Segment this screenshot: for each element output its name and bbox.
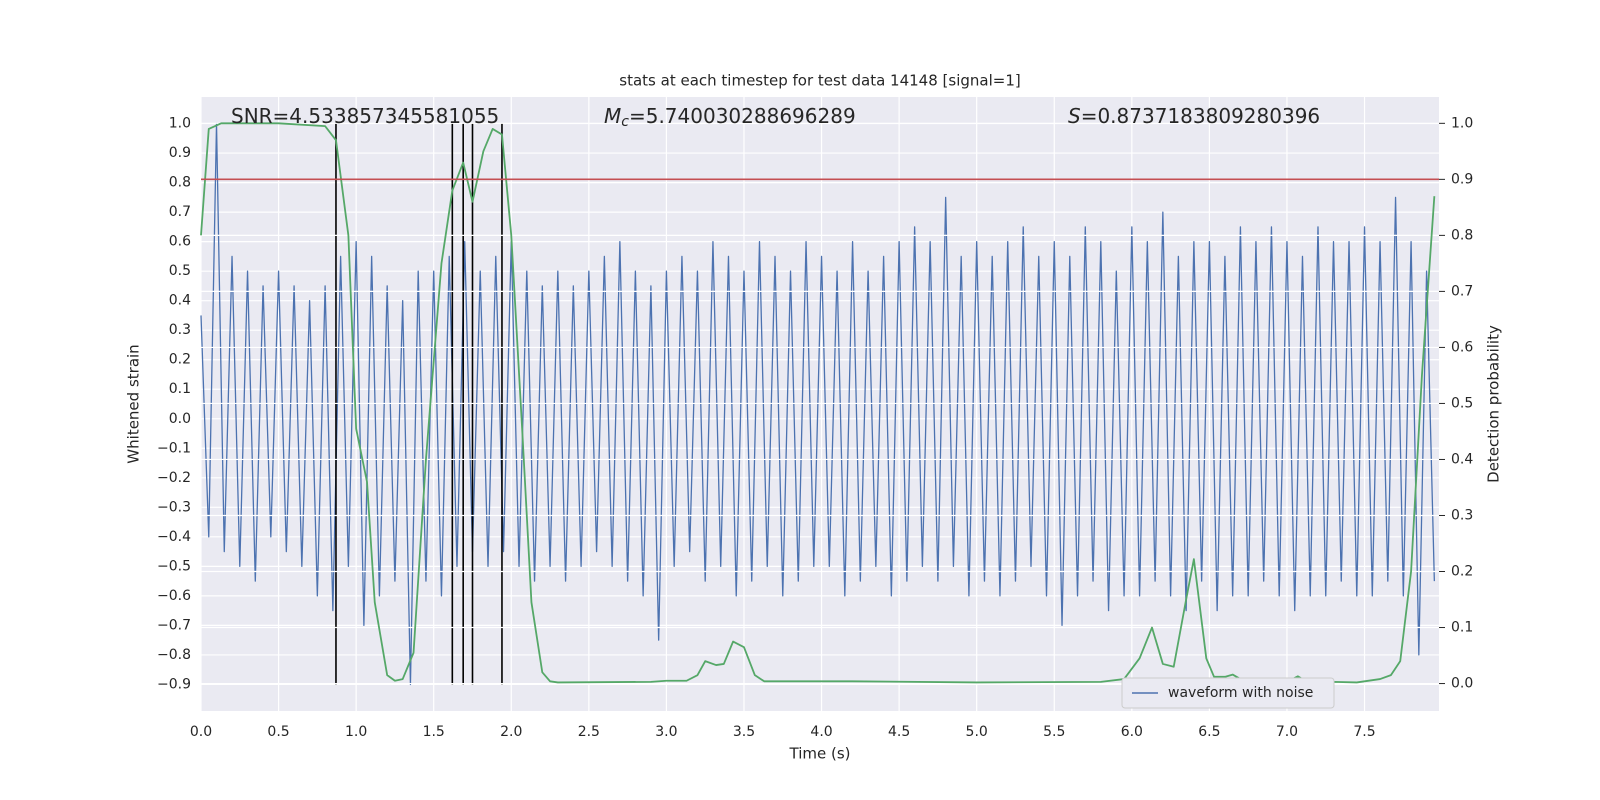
y-tick-label: 0.9	[169, 145, 191, 161]
x-tick-label: 0.0	[190, 724, 212, 740]
x-tick-label: 4.0	[810, 724, 832, 740]
y-tick-label: 0.6	[169, 234, 191, 250]
x-tick-label: 5.0	[966, 724, 988, 740]
y2-tick-label: 0.0	[1451, 676, 1473, 692]
series-line	[200, 122, 1435, 686]
x-tick-label: 6.5	[1198, 724, 1220, 740]
x-tick-label: 2.0	[500, 724, 522, 740]
x-tick-label: 7.0	[1276, 724, 1298, 740]
x-axis-label: Time (s)	[789, 745, 851, 763]
y-tick-label: −0.4	[157, 529, 191, 545]
y2-tick-label: 0.8	[1451, 227, 1473, 243]
x-tick-label: 3.0	[655, 724, 677, 740]
annotation: SNR=4.533857345581055	[231, 104, 499, 128]
y-tick-label: −0.9	[157, 676, 191, 692]
y2-tick-label: 0.6	[1451, 339, 1473, 355]
y2-tick-label: 0.4	[1451, 451, 1473, 467]
y2-tick-label: 0.7	[1451, 283, 1473, 299]
legend-box	[1121, 677, 1335, 709]
x-tick-label: 2.5	[578, 724, 600, 740]
annotation-text: =5.740030288696289	[629, 104, 856, 128]
annotation: Mc=5.740030288696289	[604, 104, 856, 131]
legend-label: waveform with noise	[1168, 685, 1313, 701]
x-tick-label: 6.0	[1121, 724, 1143, 740]
y-tick-label: −0.6	[157, 588, 191, 604]
annotation: S=0.8737183809280396	[1068, 104, 1320, 128]
y-axis-label: Whitened strain	[125, 344, 143, 463]
y2-axis-label: Detection probability	[1485, 325, 1503, 483]
y-tick-label: 0.1	[169, 381, 191, 397]
y-tick-label: −0.2	[157, 470, 191, 486]
y2-tick-label: 0.3	[1451, 507, 1473, 523]
x-tick-label: 5.5	[1043, 724, 1065, 740]
x-tick-label: 4.5	[888, 724, 910, 740]
y2-tick-label: 0.1	[1451, 620, 1473, 636]
x-tick-label: 1.0	[345, 724, 367, 740]
y2-tick-label: 0.9	[1451, 171, 1473, 187]
y-tick-label: 1.0	[169, 116, 191, 132]
annotation-subscript: c	[621, 114, 629, 130]
y-tick-label: −0.3	[157, 499, 191, 515]
chart-title: stats at each timestep for test data 141…	[619, 72, 1020, 90]
y-tick-label: 0.5	[169, 263, 191, 279]
y-tick-label: −0.5	[157, 558, 191, 574]
y-tick-label: −0.1	[157, 440, 191, 456]
y-tick-label: 0.7	[169, 204, 191, 220]
annotation-symbol: M	[604, 104, 621, 128]
x-tick-label: 0.5	[267, 724, 289, 740]
y-tick-label: 0.4	[169, 293, 191, 309]
y-tick-label: −0.8	[157, 647, 191, 663]
y2-tick-label: 1.0	[1451, 115, 1473, 131]
y-tick-label: −0.7	[157, 617, 191, 633]
y2-tick-label: 0.2	[1451, 564, 1473, 580]
annotation-text: =0.8737183809280396	[1081, 104, 1320, 128]
x-tick-label: 3.5	[733, 724, 755, 740]
x-tick-label: 7.5	[1353, 724, 1375, 740]
y2-tick-label: 0.5	[1451, 395, 1473, 411]
y-tick-label: 0.8	[169, 175, 191, 191]
y-tick-label: 0.2	[169, 352, 191, 368]
annotation-text: SNR=4.533857345581055	[231, 104, 499, 128]
y-tick-label: 0.0	[169, 411, 191, 427]
x-tick-label: 1.5	[423, 724, 445, 740]
annotation-symbol: S	[1068, 104, 1081, 128]
y-tick-label: 0.3	[169, 322, 191, 338]
